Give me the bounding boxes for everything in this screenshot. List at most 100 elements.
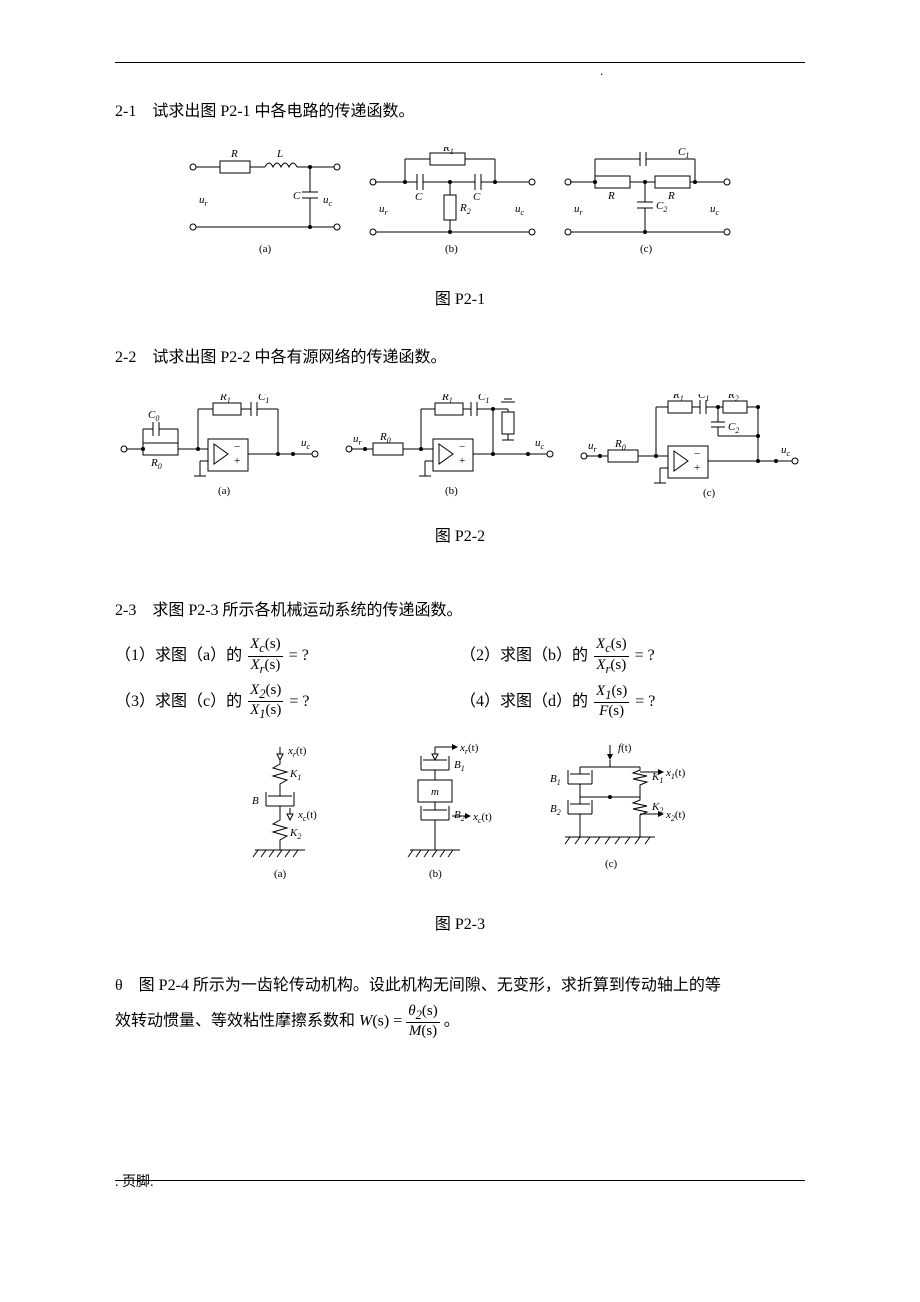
svg-text:+: +	[459, 455, 465, 467]
svg-text:R0: R0	[379, 431, 391, 445]
p21-num: 2-1	[115, 103, 136, 120]
svg-text:C2: C2	[728, 421, 739, 435]
svg-text:B2: B2	[550, 803, 561, 817]
svg-text:R1: R1	[672, 394, 684, 403]
svg-text:−: −	[234, 441, 240, 453]
svg-text:R: R	[667, 190, 675, 202]
svg-text:C: C	[293, 190, 301, 202]
p23-q2: （2）求图（b）的 Xc(s) Xr(s) = ?	[460, 636, 805, 676]
svg-text:m: m	[431, 786, 439, 798]
p23-q3: （3）求图（c）的 X2(s) X1(s) = ?	[115, 682, 460, 722]
svg-text:(a): (a)	[259, 243, 272, 255]
p23-subquestions: （1）求图（a）的 Xc(s) Xr(s) = ? （2）求图（b）的 Xc(s…	[115, 636, 805, 722]
p22-text: 试求出图 P2-2 中各有源网络的传递函数。	[152, 349, 446, 366]
svg-text:B1: B1	[550, 773, 561, 787]
svg-text:C1: C1	[678, 147, 689, 160]
p23-q4: （4）求图（d）的 X1(s) F(s) = ?	[460, 682, 805, 722]
header-rule	[115, 62, 805, 63]
p24-text1: 图 P2-4 所示为一齿轮传动机构。设此机构无间隙、无变形，求折算到传动轴上的等	[139, 977, 721, 994]
fig22-a: C0 R0 R1 C1 − +	[118, 394, 323, 504]
fig21-caption: 图 P2-1	[115, 285, 805, 309]
fig21-c: R R C1 C2 ur	[560, 147, 735, 267]
svg-text:(b): (b)	[445, 243, 458, 255]
svg-text:f(t): f(t)	[618, 742, 632, 754]
svg-text:B1: B1	[454, 759, 465, 773]
svg-text:(c): (c)	[640, 243, 653, 255]
section-2-4: θ 图 P2-4 所示为一齿轮传动机构。设此机构无间隙、无变形，求折算到传动轴上…	[115, 968, 805, 1041]
svg-text:(b): (b)	[429, 868, 442, 880]
svg-text:C1: C1	[478, 394, 489, 405]
fig23-caption: 图 P2-3	[115, 910, 805, 934]
fig23-b: xr(t) B1 m B2 xc(t)	[380, 742, 500, 892]
p24-frac: θ2(s) M(s)	[406, 1003, 439, 1041]
svg-text:R: R	[607, 190, 615, 202]
footer-rule	[115, 1180, 805, 1181]
svg-text:uc: uc	[781, 444, 791, 458]
fig23-a: xr(t) K1 B xc(t) K2 (a)	[230, 742, 340, 892]
svg-text:xr(t): xr(t)	[459, 742, 479, 756]
section-2-3: 2-3 求图 P2-3 所示各机械运动系统的传递函数。 （1）求图（a）的 Xc…	[115, 596, 805, 722]
svg-text:(c): (c)	[605, 858, 618, 870]
section-2-2: 2-2 试求出图 P2-2 中各有源网络的传递函数。	[115, 343, 805, 373]
svg-text:+: +	[234, 455, 240, 467]
svg-text:x1(t): x1(t)	[665, 767, 686, 781]
p24-text2: 效转动惯量、等效粘性摩擦系数和	[115, 1012, 355, 1029]
svg-text:R0: R0	[150, 457, 162, 471]
svg-text:C1: C1	[258, 394, 269, 405]
svg-text:ur: ur	[353, 433, 363, 447]
p23-text: 求图 P2-3 所示各机械运动系统的传递函数。	[152, 602, 462, 619]
svg-text:x2(t): x2(t)	[665, 809, 686, 823]
svg-text:xc(t): xc(t)	[472, 811, 492, 825]
svg-text:R: R	[230, 148, 238, 160]
svg-text:xc(t): xc(t)	[297, 809, 317, 823]
svg-text:B: B	[252, 795, 259, 807]
p24-W: W(s)	[359, 1012, 389, 1029]
p21-text: 试求出图 P2-1 中各电路的传递函数。	[152, 103, 414, 120]
header-dot: .	[600, 63, 603, 79]
fig-2-1-row: R L C ur uc (a)	[115, 147, 805, 267]
svg-text:C: C	[473, 191, 481, 203]
svg-text:R0: R0	[614, 438, 626, 452]
svg-text:K2: K2	[289, 827, 301, 841]
svg-text:ur: ur	[379, 203, 389, 217]
fig22-c: ur R0 R1 C1 R2	[578, 394, 803, 504]
fig21-a: R L C ur uc (a)	[185, 147, 345, 267]
svg-text:ur: ur	[199, 194, 209, 208]
svg-text:uc: uc	[301, 437, 311, 451]
footer-text: . 页脚.	[115, 1171, 154, 1191]
svg-text:L: L	[276, 148, 283, 160]
svg-text:C: C	[415, 191, 423, 203]
svg-text:−: −	[459, 441, 465, 453]
p24-num: θ	[115, 977, 123, 994]
fig22-b: ur R0 R1 C1	[343, 394, 558, 504]
svg-text:(a): (a)	[274, 868, 287, 880]
svg-text:R1: R1	[442, 147, 454, 156]
fig23-c: f(t) B1 K1 x1(t)	[540, 742, 690, 892]
fig-2-2-row: C0 R0 R1 C1 − +	[115, 394, 805, 504]
fig22-caption: 图 P2-2	[115, 522, 805, 546]
fig21-b: C R1 C R2 ur	[365, 147, 540, 267]
svg-text:(b): (b)	[445, 485, 458, 497]
svg-text:uc: uc	[535, 437, 545, 451]
p23-q1: （1）求图（a）的 Xc(s) Xr(s) = ?	[115, 636, 460, 676]
svg-text:ur: ur	[588, 440, 598, 454]
svg-text:R2: R2	[727, 394, 739, 403]
svg-text:C0: C0	[148, 409, 159, 423]
svg-text:uc: uc	[515, 203, 525, 217]
p22-num: 2-2	[115, 349, 136, 366]
fig-2-3-row: xr(t) K1 B xc(t) K2 (a)	[115, 742, 805, 892]
svg-text:K1: K1	[289, 768, 301, 782]
svg-text:+: +	[694, 462, 700, 474]
section-2-1: 2-1 试求出图 P2-1 中各电路的传递函数。	[115, 97, 805, 127]
p24-eq: =	[393, 1012, 402, 1029]
svg-text:xr(t): xr(t)	[287, 745, 307, 759]
svg-text:C2: C2	[656, 200, 667, 214]
svg-text:uc: uc	[323, 194, 333, 208]
svg-text:(a): (a)	[218, 485, 231, 497]
svg-text:R2: R2	[459, 202, 471, 216]
p24-period: 。	[444, 1012, 460, 1029]
svg-text:(c): (c)	[703, 487, 716, 499]
svg-text:ur: ur	[574, 203, 584, 217]
svg-text:uc: uc	[710, 203, 720, 217]
svg-text:−: −	[694, 448, 700, 460]
